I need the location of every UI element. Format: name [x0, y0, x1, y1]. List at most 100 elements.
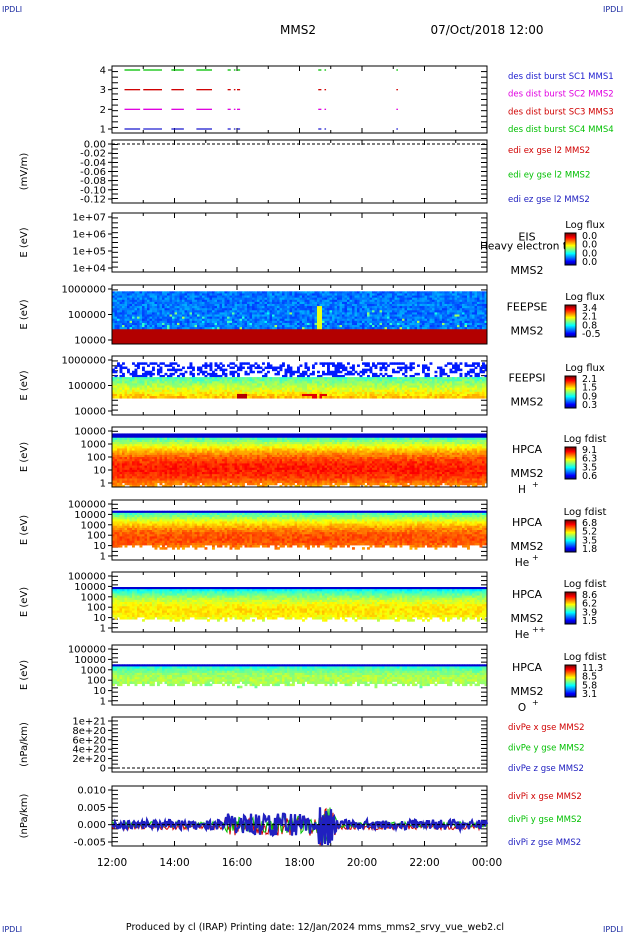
- legend-entry: edi ez gse l2 MMS2: [508, 195, 590, 205]
- heatmap-cell: [122, 396, 125, 399]
- heatmap-cell: [247, 362, 250, 365]
- heatmap-cell: [262, 369, 265, 372]
- heatmap-cell: [260, 367, 263, 370]
- heatmap-cell: [235, 364, 238, 367]
- heatmap-cell: [245, 396, 248, 399]
- heatmap-cell: [217, 367, 220, 370]
- legend-entry: des dist burst SC2 MMS2: [508, 90, 614, 100]
- heatmap-cell: [172, 369, 175, 372]
- y-tick-label: 4: [100, 66, 106, 77]
- heatmap-cell: [130, 373, 133, 376]
- panel-frame: [112, 140, 487, 203]
- heatmap-cell: [152, 373, 155, 376]
- y-tick-label: 2: [100, 105, 106, 116]
- heatmap-cell: [147, 364, 150, 367]
- colorbar-tick-label: 0.0: [582, 257, 597, 268]
- heatmap-cell: [155, 362, 158, 365]
- heatmap-cell: [142, 396, 145, 399]
- colorbar-title: Log flux: [565, 292, 605, 303]
- heatmap-cell: [122, 362, 125, 365]
- heatmap-cell: [165, 396, 168, 399]
- y-axis-label: (mV/m): [19, 153, 30, 191]
- heatmap-cell: [200, 396, 203, 399]
- heatmap-cell: [147, 373, 150, 376]
- heatmap-cell: [157, 364, 160, 367]
- heatmap-cell: [232, 367, 235, 370]
- heatmap-cell: [175, 396, 178, 399]
- heatmap-cell: [220, 396, 223, 399]
- panel-frame: [112, 66, 487, 133]
- spacecraft-label: MMS2: [511, 325, 544, 338]
- heatmap-cell: [217, 396, 220, 399]
- heatmap-cell: [240, 369, 243, 372]
- colorbar-title: Log flux: [565, 220, 605, 231]
- heatmap-cell: [165, 373, 168, 376]
- heatmap-cell: [127, 396, 130, 399]
- heatmap-cell: [117, 364, 120, 367]
- heatmap-cell: [225, 396, 228, 399]
- heatmap-cell: [192, 369, 195, 372]
- heatmap-cell: [182, 396, 185, 399]
- heatmap-cell: [132, 396, 135, 399]
- heatmap-cell: [195, 396, 198, 399]
- heatmap-cell: [230, 362, 233, 365]
- y-tick-label: 1e+04: [72, 264, 106, 275]
- heatmap-cell: [230, 396, 233, 399]
- heatmap-cell: [202, 373, 205, 376]
- heatmap-cell: [240, 396, 243, 399]
- legend-entry: des dist burst SC3 MMS3: [508, 107, 614, 117]
- heatmap-cell: [152, 362, 155, 365]
- heatmap-cell: [152, 369, 155, 372]
- heatmap-cell: [260, 371, 263, 374]
- heatmap-cell: [205, 371, 208, 374]
- y-tick-label: 1e+05: [72, 247, 106, 258]
- heatmap-cell: [122, 367, 125, 370]
- heatmap-cell: [162, 396, 165, 399]
- heatmap-cell: [185, 396, 188, 399]
- y-tick-label: 100000: [68, 310, 106, 321]
- heatmap-cell: [227, 396, 230, 399]
- heatmap-cell: [210, 396, 213, 399]
- heatmap-cell: [200, 371, 203, 374]
- corner-label-bottom-right: IPDLI: [603, 925, 623, 934]
- heatmap-cell: [257, 367, 260, 370]
- spacecraft-label: MMS2: [511, 264, 544, 277]
- heatmap-cell: [160, 371, 163, 374]
- heatmap-cell: [197, 373, 200, 376]
- heatmap-cell: [260, 396, 263, 399]
- heatmap-cell: [177, 369, 180, 372]
- heatmap-cell: [157, 373, 160, 376]
- heatmap-cell: [212, 396, 215, 399]
- spacecraft-title: MMS2: [280, 23, 316, 37]
- heatmap-cell: [252, 364, 255, 367]
- heatmap-cell: [127, 371, 130, 374]
- heatmap-cell: [225, 369, 228, 372]
- heatmap-cell: [215, 369, 218, 372]
- heatmap-cell: [245, 362, 248, 365]
- heatmap-cell: [137, 367, 140, 370]
- y-tick-label: 1000000: [61, 285, 106, 296]
- heatmap-cell: [205, 367, 208, 370]
- heatmap-cell: [115, 367, 118, 370]
- panel-edi: 0.00-0.02-0.04-0.06-0.08-0.10-0.12(mV/m)…: [19, 140, 590, 206]
- heatmap-cell: [255, 396, 258, 399]
- overlay-text: Heavy electron to: [480, 241, 573, 253]
- heatmap-cell: [172, 396, 175, 399]
- heatmap-cell: [255, 362, 258, 365]
- heatmap-cell: [257, 371, 260, 374]
- heatmap-cell: [180, 369, 183, 372]
- heatmap-cell: [157, 396, 160, 399]
- heatmap-cell: [145, 362, 148, 365]
- heatmap-cell: [167, 369, 170, 372]
- heatmap-cell: [172, 373, 175, 376]
- heatmap-cell: [207, 373, 210, 376]
- heatmap-cell: [222, 373, 225, 376]
- heatmap-cell: [135, 396, 138, 399]
- heatmap-cell: [247, 396, 250, 399]
- heatmap-cell: [242, 396, 245, 399]
- heatmap-cell: [162, 362, 165, 365]
- heatmap-cell: [120, 371, 123, 374]
- heatmap-cell: [210, 369, 213, 372]
- heatmap-cell: [175, 371, 178, 374]
